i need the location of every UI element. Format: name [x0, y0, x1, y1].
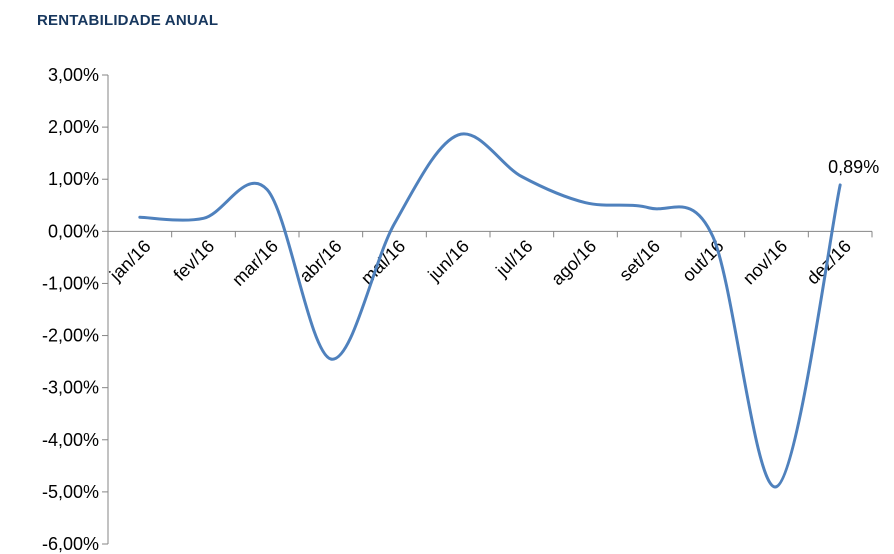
y-tick-label: -5,00%	[42, 482, 99, 502]
chart-axes	[107, 75, 872, 544]
data-point	[138, 216, 141, 219]
data-point	[266, 188, 269, 191]
x-tick-label: mai/16	[357, 236, 409, 288]
x-tick-label: jul/16	[491, 236, 536, 281]
series-group	[138, 132, 842, 489]
y-tick-label: -4,00%	[42, 430, 99, 450]
data-point	[457, 133, 460, 136]
data-label: 0,89%	[828, 157, 879, 177]
x-tick-label: abr/16	[295, 236, 345, 286]
x-tick-label: fev/16	[170, 236, 219, 285]
x-tick-label: ago/16	[547, 236, 600, 289]
data-point	[329, 358, 332, 361]
x-axis-ticks: jan/16 fev/16 mar/16 abr/16 mai/16 jun/16 jul/…	[105, 231, 873, 290]
data-point	[648, 206, 651, 209]
x-tick-label: mar/16	[228, 236, 282, 290]
data-point	[202, 217, 205, 220]
y-tick-label: 1,00%	[48, 169, 99, 189]
y-tick-label: -6,00%	[42, 534, 99, 554]
data-point	[775, 485, 778, 488]
y-tick-label: 3,00%	[48, 65, 99, 85]
y-tick-label: -2,00%	[42, 326, 99, 346]
data-point	[839, 183, 842, 186]
x-tick-label: jun/16	[423, 236, 473, 286]
data-point	[711, 235, 714, 238]
y-tick-label: -1,00%	[42, 273, 99, 293]
x-tick-label: nov/16	[739, 236, 791, 288]
series-line	[138, 132, 842, 489]
y-tick-label: -3,00%	[42, 378, 99, 398]
data-labels: 0,89%	[828, 157, 879, 177]
y-axis-ticks: 3,00% 2,00% 1,00% 0,00% -1,00% -2,00% -3,00% -4…	[42, 65, 108, 554]
data-point	[393, 222, 396, 225]
chart-title: RENTABILIDADE ANUAL	[37, 12, 219, 29]
data-point	[520, 175, 523, 178]
y-tick-label: 2,00%	[48, 117, 99, 137]
y-tick-label: 0,00%	[48, 221, 99, 241]
x-tick-label: set/16	[615, 236, 664, 285]
data-point	[584, 201, 587, 204]
x-tick-label: jan/16	[105, 236, 155, 286]
